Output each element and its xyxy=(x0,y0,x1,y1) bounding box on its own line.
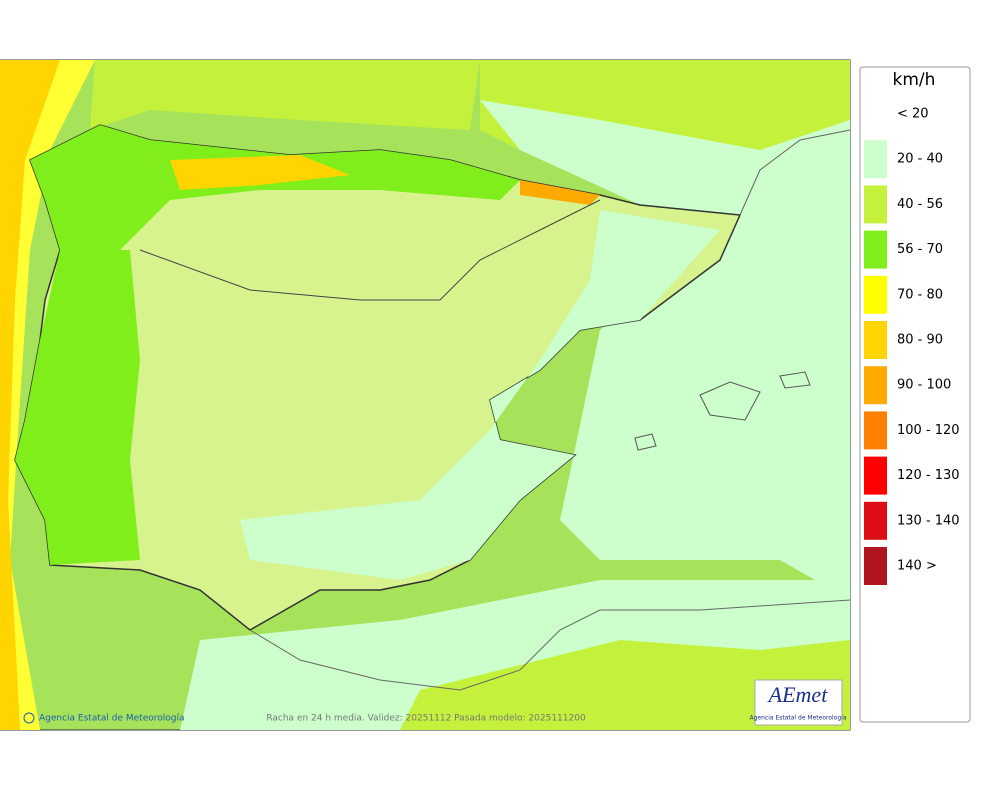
cantabrian-gusts xyxy=(170,155,350,190)
africa-band xyxy=(400,640,850,730)
legend-swatch xyxy=(864,321,887,359)
atlantic-yellow-band xyxy=(0,60,95,730)
legend-swatch xyxy=(864,501,887,540)
legend-swatch xyxy=(864,411,887,450)
legend-swatch xyxy=(864,456,887,495)
caption: Racha en 24 h media. Validez: 20251112 P… xyxy=(266,714,586,724)
map: AEmet Agencia Estatal de Meteorología Ag… xyxy=(0,59,851,731)
credit: Agencia Estatal de Meteorología xyxy=(39,714,185,724)
legend-swatch xyxy=(864,275,887,314)
legend-swatch xyxy=(864,230,887,269)
legend-swatch xyxy=(864,185,887,224)
mediterranean xyxy=(480,100,850,600)
legend-label: 40 - 56 xyxy=(897,197,943,212)
legend-swatch xyxy=(864,140,887,179)
legend-label: 80 - 90 xyxy=(897,333,943,348)
atlantic-orange-band xyxy=(0,60,60,730)
legend-label: 90 - 100 xyxy=(897,378,951,393)
logo-box xyxy=(754,679,843,726)
pyrenees-gusts xyxy=(520,180,600,205)
galicia-zone xyxy=(30,125,170,250)
region-borders xyxy=(139,199,601,301)
africa-coast xyxy=(249,599,851,691)
legend-swatch xyxy=(864,95,887,133)
legend-label: 20 - 40 xyxy=(897,152,943,167)
copyright-icon xyxy=(23,712,35,724)
legend-label: 70 - 80 xyxy=(897,287,943,302)
legend-label: 100 - 120 xyxy=(897,423,960,438)
legend-swatch xyxy=(864,366,887,405)
legend-title: km/h xyxy=(893,70,936,90)
cantabrian-sea xyxy=(90,60,480,130)
logo-name: AEmet xyxy=(767,682,829,707)
legend-swatch xyxy=(864,547,887,585)
legend-label: 130 - 140 xyxy=(897,513,960,528)
portugal-zone xyxy=(15,250,140,565)
legend-label: 56 - 70 xyxy=(897,242,943,257)
logo-subtitle: Agencia Estatal de Meteorología xyxy=(750,715,847,722)
legend-label: < 20 xyxy=(897,107,929,122)
east-calm xyxy=(240,210,720,580)
legend-label: 120 - 130 xyxy=(897,468,960,483)
legend: km/h < 20 20 - 40 40 - 56 56 - 70 70 - 80 80 … xyxy=(859,66,971,723)
legend-panel xyxy=(859,66,971,723)
legend-label: 140 > xyxy=(897,559,937,574)
menorca xyxy=(779,371,811,389)
ibiza xyxy=(634,433,657,451)
france-coast xyxy=(739,129,851,216)
mallorca xyxy=(699,381,761,421)
